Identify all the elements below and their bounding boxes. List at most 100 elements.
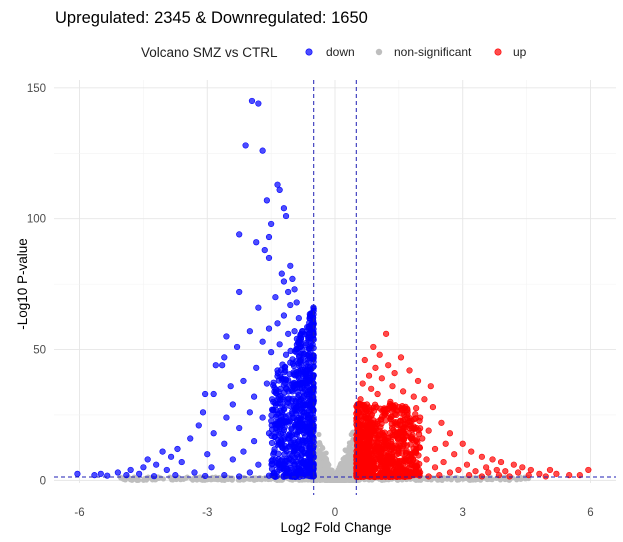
scatter-point-down [282, 351, 290, 358]
legend-label-up: up [513, 45, 527, 59]
scatter-point-down [272, 456, 279, 463]
scatter-point-non-significant [418, 477, 424, 483]
threshold-lines [54, 80, 616, 495]
scatter-point-down [287, 262, 294, 269]
scatter-point-non-significant [253, 476, 259, 482]
scatter-point-down [281, 364, 288, 371]
scatter-point-down [284, 435, 292, 442]
scatter-point-down [296, 362, 303, 369]
scatter-point-down [307, 440, 314, 447]
scatter-point-non-significant [484, 476, 490, 482]
scatter-point-up [368, 385, 375, 392]
legend-key-up [494, 48, 502, 56]
scatter-point-non-significant [335, 477, 342, 483]
scatter-point-up [373, 443, 381, 450]
scatter-point-down [268, 220, 275, 228]
scatter-point-down [246, 328, 253, 335]
scatter-point-up [385, 362, 392, 369]
scatter-point-down [295, 340, 303, 347]
scatter-point-down [270, 406, 277, 413]
scatter-point-down [212, 362, 219, 369]
scatter-point-down [307, 349, 314, 356]
scatter-point-non-significant [448, 475, 454, 481]
scatter-point-up [392, 418, 399, 426]
scatter-point-up [393, 407, 400, 414]
scatter-point-down [259, 338, 266, 345]
scatter-point-up [410, 393, 417, 400]
scatter-point-up [410, 423, 417, 430]
scatter-point-down [302, 340, 309, 347]
scatter-point-down [265, 254, 273, 262]
scatter-point-non-significant [514, 477, 520, 483]
scatter-point-down [296, 352, 303, 359]
scatter-point-down [274, 320, 281, 327]
scatter-point-up [459, 440, 466, 447]
legend-title: Volcano SMZ vs CTRL [141, 45, 278, 60]
scatter-point-down [290, 443, 297, 450]
scatter-point-down [279, 444, 286, 451]
scatter-point-up [363, 407, 370, 415]
scatter-point-up [357, 453, 364, 461]
scatter-point-up [468, 448, 475, 455]
scatter-point-down [246, 469, 253, 476]
scatter-point-down [275, 377, 282, 384]
scatter-point-down [251, 438, 258, 445]
scatter-point-up [506, 473, 513, 480]
scatter-point-up [376, 351, 383, 358]
scatter-point-down [199, 409, 207, 416]
scatter-point-up [397, 429, 404, 437]
scatter-point-down [265, 325, 273, 332]
scatter-point-down [114, 469, 121, 476]
scatter-point-non-significant [241, 477, 247, 483]
down-points [74, 97, 317, 481]
scatter-point-down [307, 339, 314, 347]
scatter-point-down [268, 349, 275, 356]
scatter-point-up [440, 458, 447, 466]
scatter-point-down [286, 371, 293, 378]
scatter-point-up [379, 430, 386, 437]
scatter-point-up [359, 380, 366, 387]
grid [54, 80, 616, 483]
scatter-point-down [305, 447, 312, 455]
scatter-point-down [301, 471, 308, 478]
scatter-point-down [274, 462, 281, 469]
legend-label-down: down [326, 45, 355, 59]
scatter-point-non-significant [120, 476, 126, 482]
scatter-point-up [478, 453, 485, 460]
scatter-point-non-significant [323, 477, 329, 483]
scatter-point-up [400, 388, 407, 395]
scatter-point-up [446, 469, 454, 476]
scatter-point-down [288, 426, 295, 433]
scatter-point-up [383, 450, 390, 457]
scatter-point-down [300, 457, 307, 465]
scatter-point-up [408, 453, 415, 460]
scatter-point-up [553, 470, 560, 477]
scatter-point-down [300, 368, 307, 376]
scatter-point-non-significant [197, 474, 203, 480]
scatter-point-up [472, 468, 479, 475]
scatter-point-up [438, 419, 445, 426]
scatter-point-up [394, 435, 402, 442]
scatter-point-down [290, 414, 297, 422]
scatter-point-down [204, 451, 211, 458]
scatter-point-down [191, 469, 198, 476]
scatter-point-down [159, 448, 166, 455]
scatter-point-down [295, 315, 302, 322]
scatter-point-up [446, 430, 454, 437]
legend-key-non-significant [375, 48, 383, 56]
scatter-point-down [285, 388, 292, 395]
y-tick-label: 50 [33, 345, 46, 357]
scatter-point-down [221, 354, 228, 361]
scatter-point-down [280, 205, 288, 212]
scatter-point-non-significant [346, 444, 352, 450]
scatter-point-down [291, 286, 298, 293]
scatter-point-down [299, 347, 306, 354]
scatter-point-down [291, 348, 298, 355]
scatter-point-up [425, 427, 432, 434]
scatter-point-non-significant [143, 477, 150, 483]
scatter-point-up [416, 444, 423, 451]
scatter-point-down [304, 412, 311, 419]
scatter-point-down [223, 414, 230, 421]
scatter-point-up [397, 417, 404, 424]
scatter-point-down [308, 452, 315, 460]
